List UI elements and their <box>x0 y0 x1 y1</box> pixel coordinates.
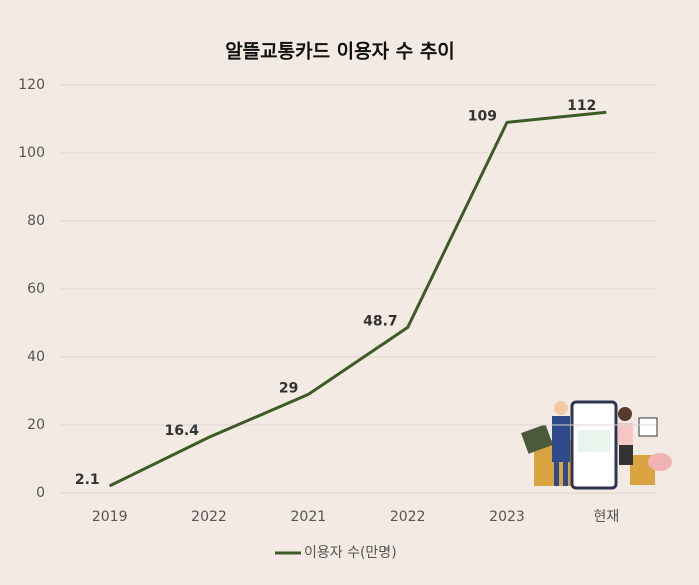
x-tick-label: 2021 <box>291 509 327 525</box>
y-tick-label: 0 <box>36 485 45 501</box>
data-label: 2.1 <box>75 472 100 488</box>
illustration <box>521 400 672 490</box>
y-tick-label: 20 <box>27 417 45 433</box>
y-tick-label: 120 <box>18 77 45 93</box>
y-tick-label: 60 <box>27 281 45 297</box>
y-tick-label: 100 <box>18 145 45 161</box>
y-tick-label: 80 <box>27 213 45 229</box>
y-tick-label: 40 <box>27 349 45 365</box>
data-label: 48.7 <box>363 313 398 329</box>
x-tick-label: 2022 <box>191 509 227 525</box>
legend-label: 이용자 수(만명) <box>304 545 397 561</box>
data-label: 109 <box>468 108 497 124</box>
chart-title: 알뜰교통카드 이용자 수 추이 <box>225 41 455 63</box>
x-tick-label: 현재 <box>593 509 619 525</box>
x-tick-label: 2022 <box>390 509 426 525</box>
x-tick-label: 2019 <box>92 509 128 525</box>
data-label: 16.4 <box>164 423 199 439</box>
x-tick-label: 2023 <box>489 509 525 525</box>
data-label: 112 <box>567 98 596 114</box>
data-line <box>109 110 607 488</box>
data-label: 29 <box>279 380 298 396</box>
